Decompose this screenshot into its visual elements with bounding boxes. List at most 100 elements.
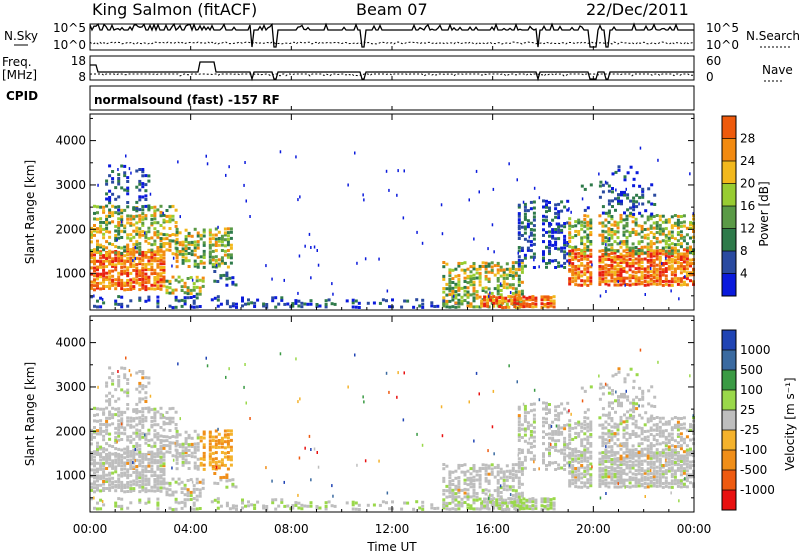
velocity-cell xyxy=(421,443,424,447)
velocity-cell xyxy=(641,389,645,393)
power-cell xyxy=(583,214,587,218)
power-cell xyxy=(111,263,115,266)
velocity-cell xyxy=(617,370,621,374)
power-cell xyxy=(90,250,93,254)
velocity-cell xyxy=(532,468,536,471)
power-cell xyxy=(646,248,650,251)
power-cell xyxy=(673,214,677,217)
power-cell xyxy=(560,230,564,234)
velocity-cell xyxy=(286,504,290,508)
power-cell xyxy=(378,301,382,305)
power-cell xyxy=(178,241,182,245)
power-cell xyxy=(159,214,163,218)
power-cell xyxy=(309,299,313,303)
power-cell xyxy=(117,261,121,265)
velocity-cell xyxy=(646,485,650,489)
velocity-cell xyxy=(543,506,547,510)
velocity-cell xyxy=(297,501,301,505)
velocity-cell xyxy=(132,419,136,423)
velocity-cell xyxy=(484,488,488,492)
power-cell xyxy=(186,289,190,292)
power-cell xyxy=(558,215,560,219)
power-cell xyxy=(144,189,148,193)
velocity-cell xyxy=(195,498,199,502)
power-cell xyxy=(601,224,605,228)
power-cell xyxy=(132,285,136,289)
power-cell xyxy=(117,302,121,306)
power-cell xyxy=(229,256,233,260)
velocity-cell xyxy=(658,479,662,482)
velocity-cell xyxy=(132,408,136,412)
power-cell xyxy=(150,272,154,276)
power-cell xyxy=(492,301,496,305)
velocity-cell xyxy=(486,500,490,504)
power-cell xyxy=(144,198,148,201)
power-cell xyxy=(563,266,567,269)
velocity-cell xyxy=(415,500,419,504)
power-cell xyxy=(117,208,121,212)
velocity-cell xyxy=(626,410,630,414)
velocity-cell xyxy=(117,434,121,438)
power-cell xyxy=(637,258,641,262)
velocity-cell xyxy=(178,454,182,458)
power-cell xyxy=(516,302,520,306)
power-cell xyxy=(611,199,614,203)
velocity-cell xyxy=(607,422,611,426)
velocity-cell xyxy=(141,407,145,411)
velocity-cell xyxy=(153,433,157,437)
power-cell xyxy=(192,295,196,298)
velocity-cell xyxy=(526,424,530,428)
velocity-colorbar-segment xyxy=(722,350,736,370)
velocity-cell xyxy=(658,469,662,473)
power-cell xyxy=(120,295,124,299)
power-cell xyxy=(661,220,665,224)
velocity-cell xyxy=(552,507,556,511)
velocity-cell xyxy=(486,497,490,501)
power-cell xyxy=(676,232,680,236)
power-cell xyxy=(484,270,488,274)
power-cell xyxy=(135,226,139,230)
velocity-cell xyxy=(649,433,653,436)
velocity-cell xyxy=(469,506,473,510)
power-cell xyxy=(220,249,224,252)
velocity-cell xyxy=(250,503,254,507)
velocity-cell xyxy=(225,375,227,379)
power-cell xyxy=(93,259,96,263)
power-cell xyxy=(495,296,499,300)
velocity-cell xyxy=(568,451,572,455)
power-cell xyxy=(499,268,503,272)
velocity-cell xyxy=(354,353,356,357)
velocity-cell xyxy=(589,473,593,477)
power-cell xyxy=(123,254,127,258)
velocity-cell xyxy=(226,429,230,433)
velocity-cell xyxy=(108,376,112,380)
power-cell xyxy=(189,292,193,296)
velocity-cell xyxy=(610,466,614,469)
velocity-cell xyxy=(208,454,212,458)
velocity-cell xyxy=(102,423,106,426)
velocity-cell xyxy=(96,461,99,465)
velocity-cell xyxy=(517,451,521,455)
power-cell xyxy=(604,276,608,280)
velocity-cell xyxy=(165,487,169,491)
velocity-cell xyxy=(652,444,656,448)
power-cell xyxy=(187,241,191,245)
velocity-cell xyxy=(147,439,151,443)
power-cell xyxy=(147,241,151,245)
velocity-cell xyxy=(244,363,246,366)
power-cell xyxy=(472,299,476,303)
power-cell xyxy=(156,305,160,309)
velocity-cell xyxy=(601,431,605,435)
power-cell xyxy=(250,301,254,305)
power-cell xyxy=(138,242,142,246)
velocity-cell xyxy=(105,394,109,398)
velocity-cell xyxy=(90,432,93,436)
power-cell xyxy=(460,295,464,299)
velocity-cell xyxy=(117,384,121,388)
power-cell xyxy=(193,243,197,247)
power-cell xyxy=(689,236,692,240)
power-cell xyxy=(634,274,638,278)
velocity-cell xyxy=(589,484,593,488)
power-cell xyxy=(478,280,482,284)
velocity-cell xyxy=(667,451,671,455)
